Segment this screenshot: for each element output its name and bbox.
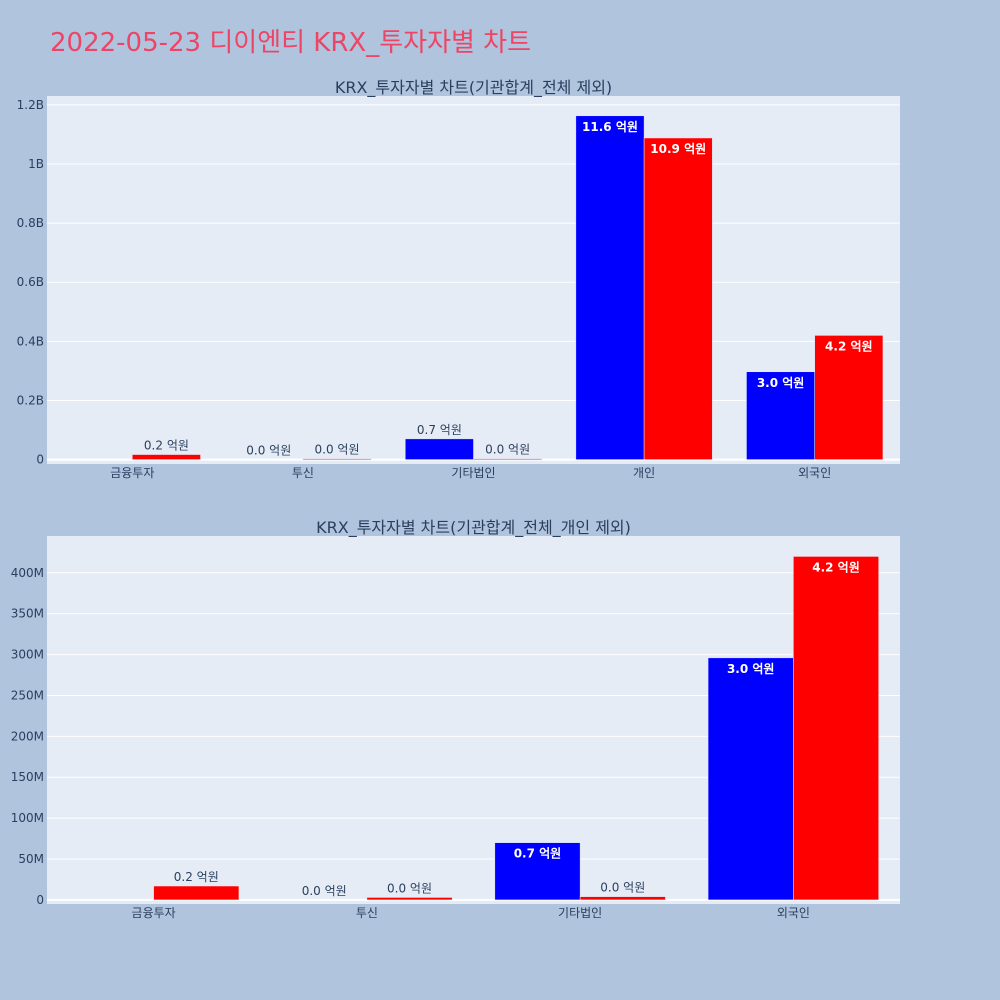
y-tick-label: 0 [36, 893, 44, 907]
bar [793, 556, 879, 901]
x-tick-label: 외국인 [798, 466, 831, 480]
x-tick-label: 개인 [633, 466, 655, 480]
data-label: 11.6 억원 [582, 120, 638, 134]
y-tick-label: 1.2B [17, 98, 44, 112]
x-tick-label: 금융투자 [132, 906, 176, 920]
y-tick-label: 0.2B [17, 393, 44, 407]
y-tick-label: 150M [11, 770, 44, 784]
bar [302, 458, 372, 460]
bar [366, 897, 453, 901]
chart-title: KRX_투자자별 차트(기관합계_전체_개인 제외) [316, 518, 631, 538]
data-label: 0.0 억원 [387, 881, 432, 895]
x-tick-label: 투신 [292, 466, 314, 480]
bar [579, 896, 666, 901]
data-label: 4.2 억원 [825, 339, 873, 353]
y-tick-label: 1B [28, 157, 44, 171]
x-tick-label: 기타법인 [451, 466, 495, 480]
data-label: 0.2 억원 [174, 870, 219, 884]
chart-title: KRX_투자자별 차트(기관합계_전체 제외) [335, 78, 612, 98]
bar [575, 115, 645, 460]
bar-chart-bottom: KRX_투자자별 차트(기관합계_전체_개인 제외) 0 50M 100M 150M 20… [11, 518, 900, 920]
x-tick-label: 투신 [356, 906, 378, 920]
y-tick-label: 0 [36, 453, 44, 467]
x-tick-label: 금융투자 [110, 466, 154, 480]
bar [153, 885, 240, 901]
y-tick-label: 0.8B [17, 216, 44, 230]
y-tick-label: 300M [11, 648, 44, 662]
data-label: 4.2 억원 [812, 560, 860, 574]
bar [814, 335, 884, 460]
data-label: 0.2 억원 [144, 439, 189, 453]
y-tick-label: 0.4B [17, 334, 44, 348]
y-tick-label: 250M [11, 688, 44, 702]
bar [405, 438, 474, 460]
bar [707, 657, 794, 901]
y-tick-label: 0.6B [17, 275, 44, 289]
bar [473, 458, 542, 460]
data-label: 0.0 억원 [315, 443, 360, 457]
page-title: 2022-05-23 디이엔티 KRX_투자자별 차트 [50, 28, 532, 58]
bar [494, 842, 581, 901]
data-label: 0.7 억원 [514, 847, 562, 861]
bar-chart-top: KRX_투자자별 차트(기관합계_전체 제외) 0 0.2B 0.4B 0.6B 0.8B… [17, 78, 900, 480]
data-label: 0.0 억원 [485, 443, 530, 457]
bar [643, 137, 713, 460]
bar [746, 371, 815, 460]
data-label: 0.7 억원 [417, 423, 462, 437]
y-tick-label: 350M [11, 607, 44, 621]
data-label: 0.0 억원 [302, 884, 347, 898]
y-tick-label: 400M [11, 566, 44, 580]
y-tick-label: 200M [11, 729, 44, 743]
data-label: 3.0 억원 [757, 376, 805, 390]
bar [132, 454, 201, 460]
y-tick-label: 100M [11, 811, 44, 825]
x-tick-label: 기타법인 [558, 906, 602, 920]
data-label: 10.9 억원 [650, 142, 706, 156]
y-tick-label: 50M [18, 852, 44, 866]
x-tick-label: 외국인 [777, 906, 810, 920]
data-label: 3.0 억원 [727, 662, 775, 676]
data-label: 0.0 억원 [246, 444, 291, 458]
data-label: 0.0 억원 [600, 881, 645, 895]
